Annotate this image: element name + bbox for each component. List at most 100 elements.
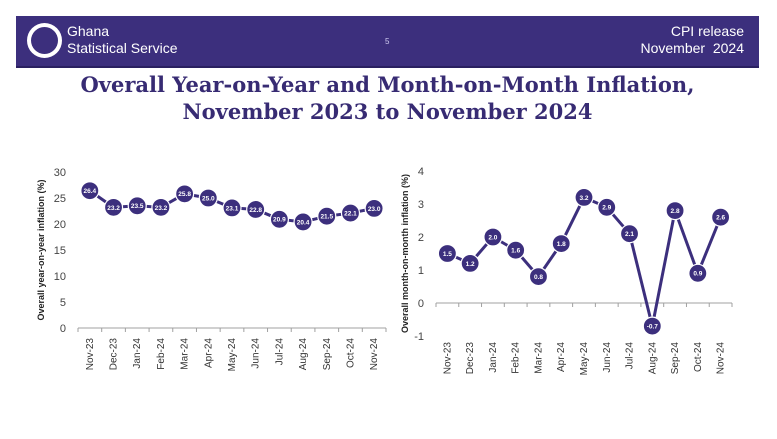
data-point (711, 207, 731, 227)
org-name-line2: Statistical Service (67, 40, 178, 56)
data-point (293, 212, 313, 232)
data-point (483, 227, 503, 247)
data-point (665, 200, 685, 221)
data-point (317, 206, 337, 226)
x-tick-label: Nov-23 (442, 342, 453, 375)
x-tick-label: Nov-24 (369, 338, 380, 371)
data-point (551, 233, 571, 254)
page-number: 5 (385, 37, 390, 46)
data-label: -0.7 (647, 324, 659, 331)
x-tick-label: Aug-24 (298, 338, 309, 371)
x-tick-label: Jun-24 (602, 342, 613, 373)
data-point (506, 240, 526, 260)
data-label: 23.5 (131, 203, 144, 210)
x-tick-label: Jul-24 (274, 338, 285, 366)
release-line1: CPI release (670, 23, 744, 39)
y-axis-label: Overall year-on-year inflation (%) (36, 179, 46, 320)
chart-title-line2: November 2023 to November 2024 (182, 99, 593, 124)
x-tick-label: May-24 (227, 338, 238, 372)
y-tick-label: 25 (54, 193, 66, 205)
data-label: 2.0 (488, 234, 497, 241)
data-label: 21.5 (320, 214, 333, 221)
data-label: 1.2 (466, 261, 475, 268)
data-label: 0.9 (693, 271, 702, 278)
x-tick-label: May-24 (579, 342, 590, 376)
data-point (151, 197, 171, 217)
y-tick-label: 0 (60, 323, 66, 335)
y-axis-label: Overall month-on-month inflation (%) (400, 174, 410, 333)
yoy-inflation-chart: Overall year-on-year inflation (%) 0 5 10 15… (36, 167, 387, 372)
data-label: 20.4 (297, 219, 310, 226)
data-label: 23.2 (155, 205, 168, 212)
x-tick-label: Oct-24 (693, 342, 704, 372)
data-label: 20.9 (273, 217, 286, 224)
org-name-line1: Ghana (67, 23, 110, 39)
data-label: 23.0 (368, 206, 381, 213)
y-tick-label: 30 (54, 167, 66, 179)
data-point (246, 199, 266, 220)
data-label: 2.1 (625, 231, 634, 238)
data-label: 25.8 (178, 191, 191, 198)
data-label: 23.1 (226, 205, 239, 212)
x-tick-label: Apr-24 (203, 338, 214, 368)
data-label: 22.8 (249, 207, 262, 214)
data-point (80, 181, 100, 201)
data-label: 3.2 (579, 195, 588, 202)
data-point (460, 253, 480, 274)
data-point (198, 188, 218, 208)
x-tick-label: Mar-24 (180, 338, 191, 370)
x-tick-label: Apr-24 (556, 342, 567, 372)
data-label: 22.1 (344, 210, 357, 217)
data-label: 23.2 (107, 205, 120, 212)
x-tick-label: Jan-24 (132, 338, 143, 369)
y-tick-label: 15 (54, 245, 66, 257)
x-tick-label: Jun-24 (251, 338, 262, 369)
data-point (175, 184, 195, 204)
header-bar: Ghana Statistical Service 5 CPI release … (16, 16, 759, 66)
data-point (642, 316, 662, 336)
release-line2: November 2024 (640, 40, 744, 56)
data-point (437, 243, 457, 264)
y-tick-label: 20 (54, 219, 66, 231)
data-label: 0.8 (534, 274, 543, 281)
data-label: 2.9 (602, 205, 611, 212)
y-tick-label: 2 (418, 232, 424, 244)
chart-title-line1: Overall Year-on-Year and Month-on-Month … (80, 72, 695, 97)
y-tick-label: 4 (418, 166, 424, 178)
y-tick-label: 5 (60, 297, 66, 309)
data-point (364, 198, 384, 219)
y-tick-label: 10 (54, 271, 66, 283)
data-point (340, 203, 361, 223)
x-tick-label: Jul-24 (625, 342, 636, 370)
y-tick-label: 3 (418, 199, 424, 211)
x-tick-label: Nov-24 (716, 342, 727, 375)
data-label: 26.4 (84, 188, 97, 195)
x-tick-label: Dec-23 (109, 338, 120, 371)
data-point (597, 197, 617, 217)
x-tick-label: Feb-24 (156, 338, 167, 370)
header-divider (16, 66, 759, 68)
data-point (688, 263, 708, 283)
x-tick-label: Sep-24 (322, 338, 333, 371)
data-point (103, 197, 124, 217)
y-tick-label: 1 (418, 265, 424, 277)
data-point (222, 198, 242, 218)
data-label: 2.6 (716, 215, 725, 222)
data-point (574, 187, 594, 208)
data-point (619, 224, 640, 244)
data-label: 1.8 (557, 241, 566, 248)
data-label: 1.6 (511, 248, 520, 255)
data-point (269, 209, 289, 229)
x-tick-label: Jan-24 (488, 342, 499, 373)
ghana-statistical-service-logo-icon (27, 23, 62, 58)
data-point (127, 196, 147, 216)
data-label: 1.5 (443, 251, 452, 258)
x-tick-label: Feb-24 (511, 342, 522, 374)
x-tick-label: Aug-24 (647, 342, 658, 375)
data-label: 25.0 (202, 195, 215, 202)
x-tick-label: Oct-24 (345, 338, 356, 368)
x-tick-label: Nov-23 (85, 338, 96, 371)
x-tick-label: Sep-24 (670, 342, 681, 375)
y-tick-label: -1 (414, 331, 424, 343)
x-tick-label: Dec-23 (465, 342, 476, 375)
